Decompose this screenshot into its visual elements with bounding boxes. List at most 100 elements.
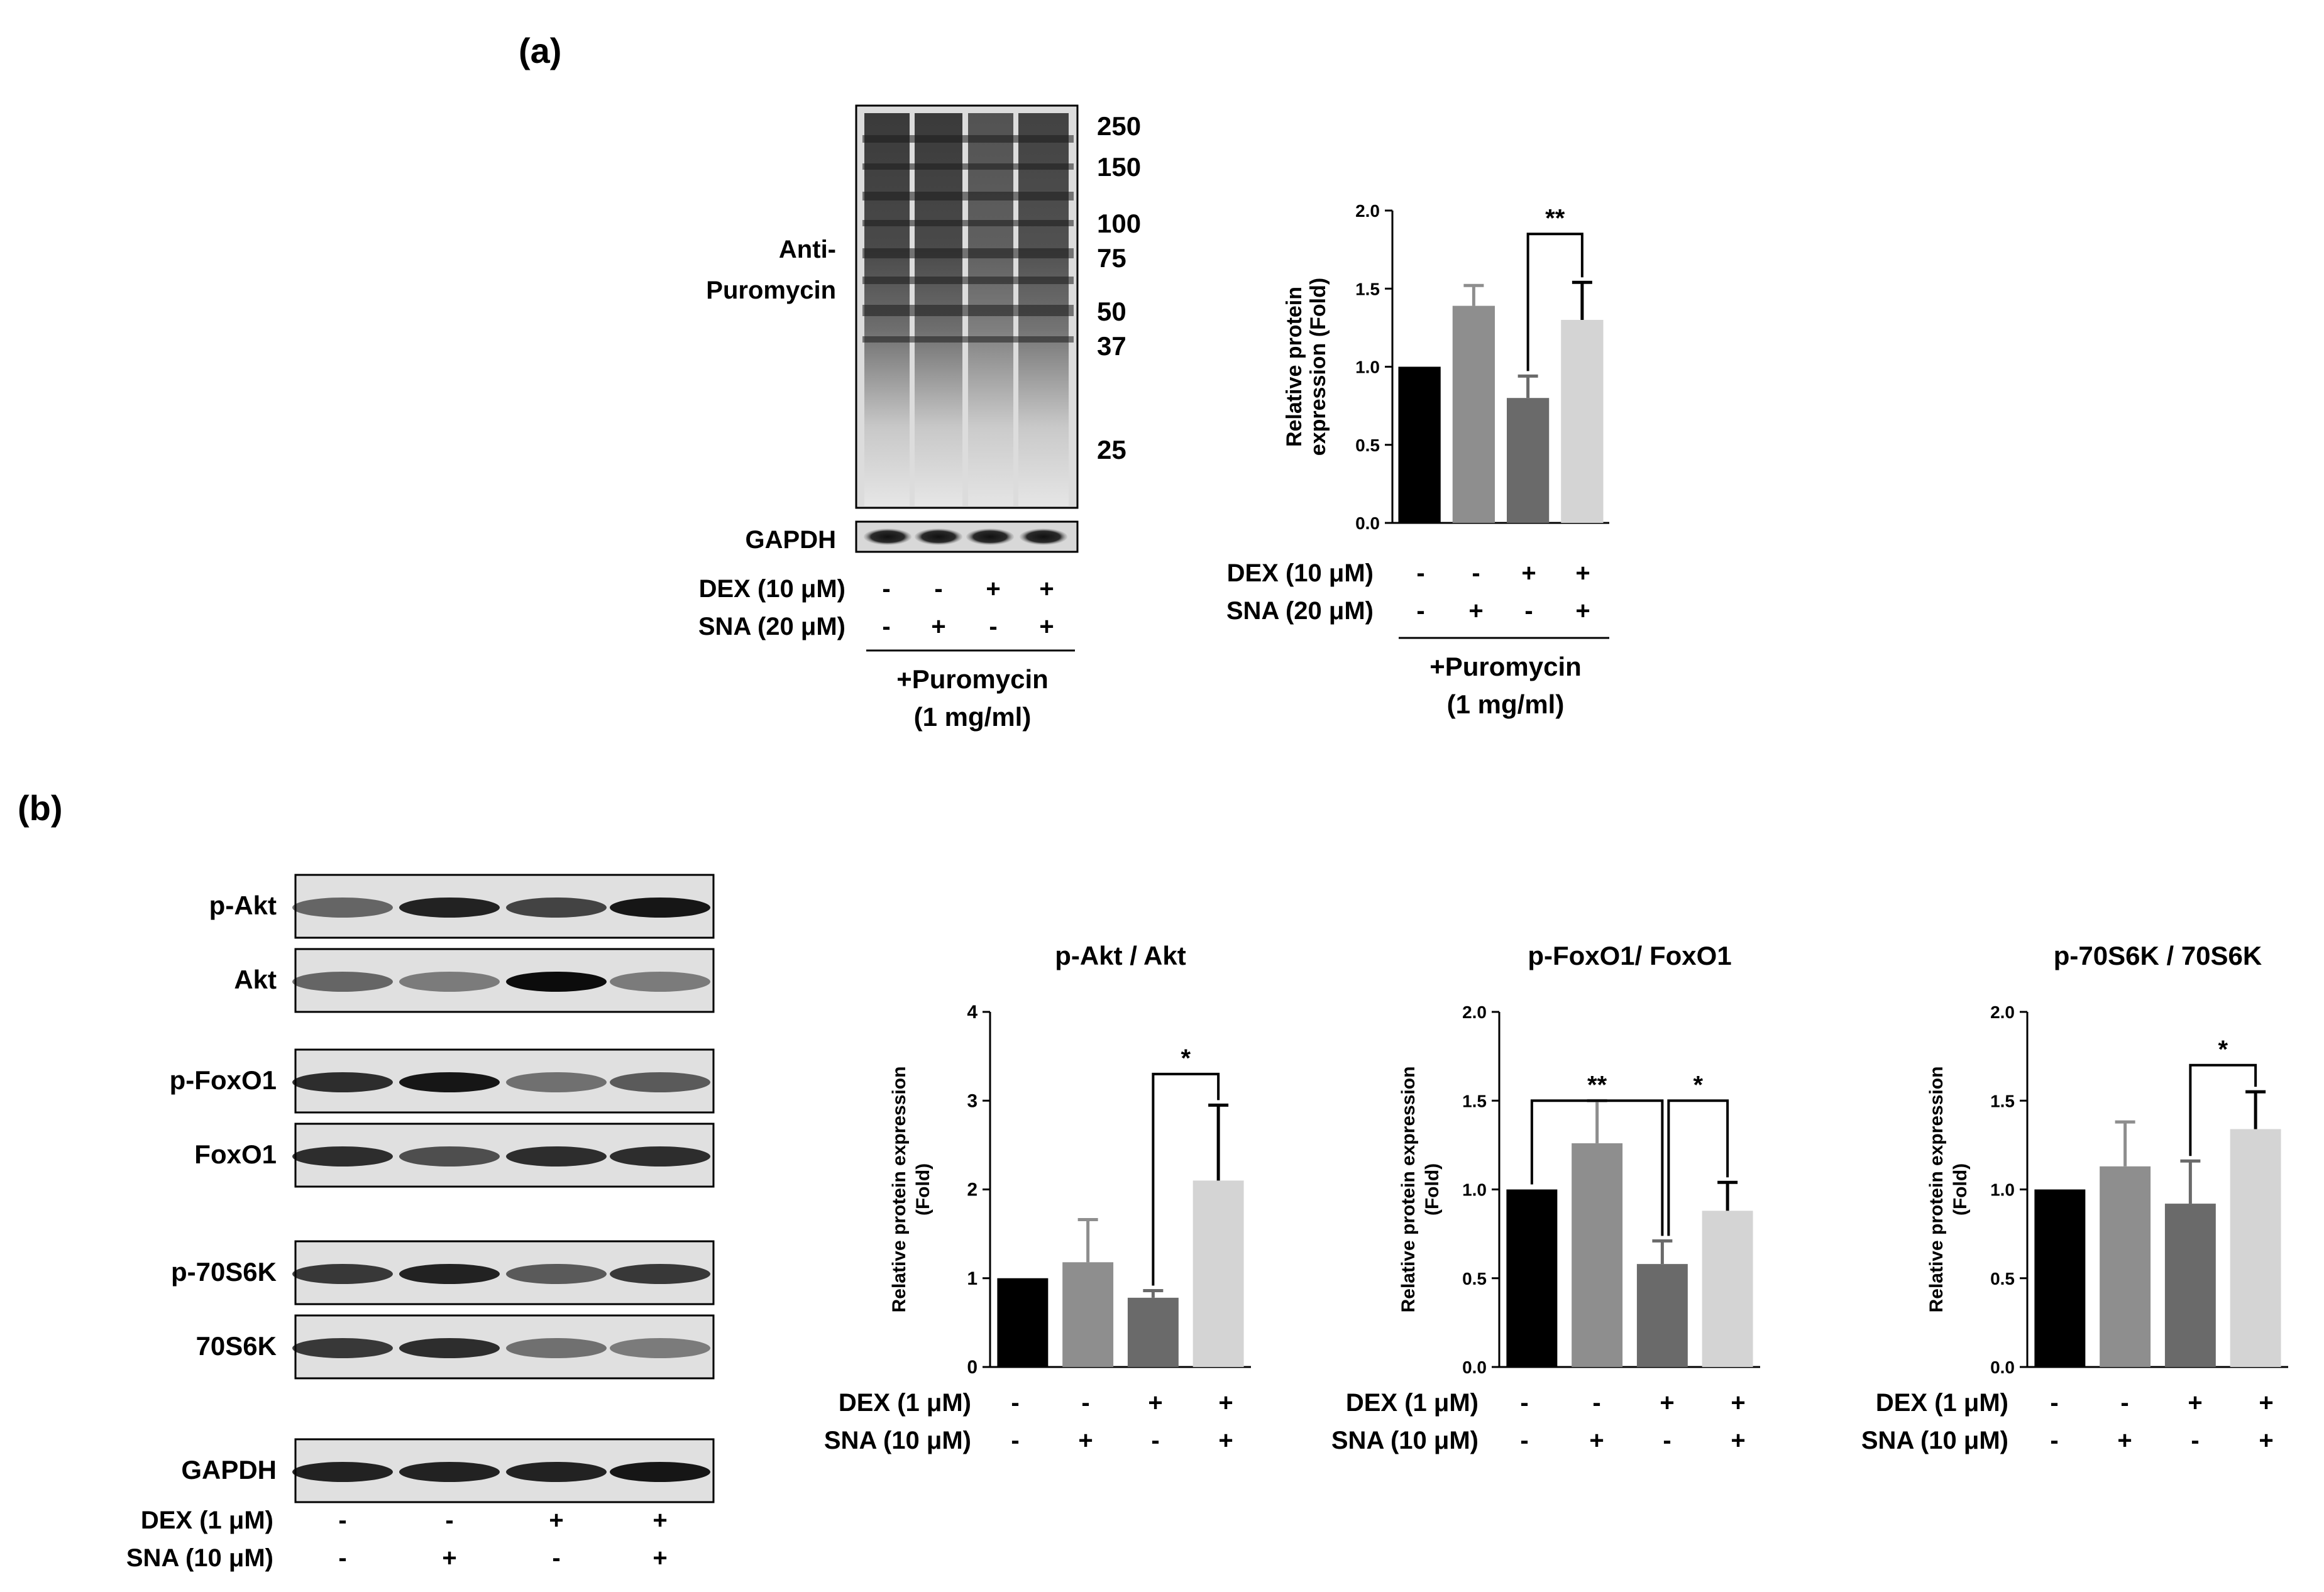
chart-b3-dex-sign-4: + <box>2259 1389 2273 1417</box>
molecular-weight-markers: 250 150 100 75 50 37 25 <box>1097 111 1141 464</box>
y-tick-label: 1.5 <box>1462 1091 1487 1111</box>
chart-a-bracket-2: (1 mg/ml) <box>1447 689 1565 719</box>
chart-b3-sna-sign-4: + <box>2259 1427 2273 1454</box>
bar-3 <box>1506 398 1550 523</box>
blot-a-bracket-1: +Puromycin <box>896 664 1049 694</box>
bar-2 <box>2100 1166 2151 1367</box>
blot-label-70s6k: 70S6K <box>196 1331 277 1361</box>
band-70s6k-2 <box>399 1338 500 1358</box>
band-akt-2 <box>399 972 500 992</box>
chart-b1-dex-sign-3: + <box>1148 1389 1162 1417</box>
band-p-foxo1-1 <box>292 1072 393 1092</box>
y-axis-label: expression (Fold) <box>1306 278 1330 456</box>
chart-a-sna-label: SNA (20 μM) <box>1226 597 1374 625</box>
bar-4 <box>1702 1210 1753 1367</box>
band-gapdh-1 <box>292 1462 393 1482</box>
blot-label-p-foxo1: p-FoxO1 <box>170 1065 277 1095</box>
blot-b-dex-sign-3: + <box>549 1507 563 1534</box>
chart-b1-sna-sign-4: + <box>1218 1427 1233 1454</box>
panel-a-gapdh-label: GAPDH <box>746 526 836 554</box>
chart-p-foxo1: 0.0 0.5 1.0 1.5 2.0 Relative protein expressi… <box>1398 941 1760 1377</box>
chart-b1-sna-sign-1: - <box>1011 1427 1019 1454</box>
band-p-akt-2 <box>399 898 500 918</box>
chart-b2-sna-sign-2: + <box>1589 1427 1604 1454</box>
band-70s6k-4 <box>610 1338 710 1358</box>
bar-3 <box>2164 1204 2216 1367</box>
bar-2 <box>1062 1262 1114 1367</box>
bar-4 <box>1561 319 1604 523</box>
y-axis-label: (Fold) <box>1950 1163 1971 1216</box>
chart-a-sna-sign-1: - <box>1416 597 1424 625</box>
band-p-foxo1-4 <box>610 1072 710 1092</box>
chart-b1-sna-label: SNA (10 μM) <box>824 1427 971 1454</box>
chart-b2-dex-sign-1: - <box>1520 1389 1528 1417</box>
chart-b1-dex-sign-4: + <box>1218 1389 1233 1417</box>
blot-a-sna-sign-3: - <box>989 613 997 640</box>
blot-b-sna-sign-1: - <box>338 1544 346 1572</box>
bar-1 <box>1398 366 1441 523</box>
chart-b2-dex-label: DEX (1 μM) <box>1346 1389 1479 1417</box>
bar-1 <box>997 1278 1049 1367</box>
chart-b3-dex-sign-1: - <box>2050 1389 2058 1417</box>
y-tick-label: 1 <box>967 1268 978 1289</box>
chart-b3-sna-sign-2: + <box>2117 1427 2132 1454</box>
marker-250: 250 <box>1097 111 1141 141</box>
y-tick-label: 0.5 <box>1462 1269 1487 1288</box>
marker-50: 50 <box>1097 297 1126 326</box>
panel-a-gapdh-blot <box>855 520 1079 553</box>
y-axis-label: Relative protein <box>1282 287 1306 447</box>
y-tick-label: 0.0 <box>1990 1358 2015 1377</box>
blot-label-gapdh: GAPDH <box>181 1455 277 1485</box>
y-tick-label: 2 <box>967 1180 978 1200</box>
chart-a-dex-sign-2: - <box>1472 559 1480 587</box>
chart-b3-dex-sign-3: + <box>2188 1389 2202 1417</box>
y-tick-label: 3 <box>967 1090 978 1111</box>
chart-title: p-FoxO1/ FoxO1 <box>1528 941 1731 970</box>
band-p-foxo1-3 <box>506 1072 607 1092</box>
blot-a-sna-label: SNA (20 μM) <box>698 613 845 640</box>
y-tick-label: 1.0 <box>1462 1180 1487 1200</box>
blot-a-dex-sign-1: - <box>882 575 890 603</box>
panel-b-chart-conditions: DEX (1 μM) SNA (10 μM) - - + + - + - + D… <box>824 1389 2274 1454</box>
blot-b-sna-sign-3: - <box>552 1544 560 1572</box>
bar-2 <box>1572 1143 1623 1367</box>
band-p-70s6k-2 <box>399 1264 500 1284</box>
chart-a-dex-sign-3: + <box>1521 559 1536 587</box>
chart-b3-sna-sign-1: - <box>2050 1427 2058 1454</box>
blot-b-dex-label: DEX (1 μM) <box>141 1507 273 1534</box>
blot-b-sna-sign-4: + <box>653 1544 667 1572</box>
bar-2 <box>1452 305 1495 523</box>
band-foxo1-4 <box>610 1146 710 1167</box>
blot-a-dex-sign-2: - <box>934 575 942 603</box>
chart-b1-sna-sign-3: - <box>1151 1427 1159 1454</box>
significance-label: * <box>2218 1036 2228 1063</box>
blot-b-sna-label: SNA (10 μM) <box>126 1544 273 1572</box>
panel-b-blots: p-Akt Akt p-FoxO1 FoxO1 p-70S6K 70S6K GAPDH <box>170 874 715 1503</box>
significance-bracket <box>1667 1099 1729 1236</box>
significance-bracket <box>2189 1063 2257 1156</box>
chart-p-akt: 0 1 2 3 4 Relative protein expression (Fold) p-… <box>889 941 1251 1378</box>
band-p-akt-4 <box>610 898 710 918</box>
band-p-akt-1 <box>292 898 393 918</box>
blot-a-sna-sign-4: + <box>1039 613 1054 640</box>
y-axis-label: (Fold) <box>913 1163 933 1216</box>
y-tick-label: 0.5 <box>1355 436 1380 455</box>
chart-puromycin: 0.0 0.5 1.0 1.5 2.0 Relative protein expressio… <box>1282 201 1609 533</box>
y-tick-label: 2.0 <box>1355 201 1380 221</box>
blot-a-bracket-2: (1 mg/ml) <box>914 702 1032 732</box>
chart-title: p-Akt / Akt <box>1055 941 1186 970</box>
blot-label-foxo1: FoxO1 <box>194 1139 277 1169</box>
band-p-70s6k-1 <box>292 1264 393 1284</box>
y-tick-label: 4 <box>967 1002 978 1023</box>
band-gapdh-2 <box>399 1462 500 1482</box>
chart-b2-sna-label: SNA (10 μM) <box>1331 1427 1479 1454</box>
marker-75: 75 <box>1097 243 1126 273</box>
panel-a-chart-conditions: DEX (10 μM) SNA (20 μM) - - + + - + - + … <box>1226 559 1609 719</box>
band-foxo1-1 <box>292 1146 393 1167</box>
blot-a-dex-sign-4: + <box>1039 575 1054 603</box>
chart-a-dex-label: DEX (10 μM) <box>1227 559 1374 587</box>
band-gapdh-4 <box>610 1462 710 1482</box>
y-tick-label: 0.5 <box>1990 1269 2015 1288</box>
band-akt-3 <box>506 972 607 992</box>
marker-37: 37 <box>1097 331 1126 361</box>
